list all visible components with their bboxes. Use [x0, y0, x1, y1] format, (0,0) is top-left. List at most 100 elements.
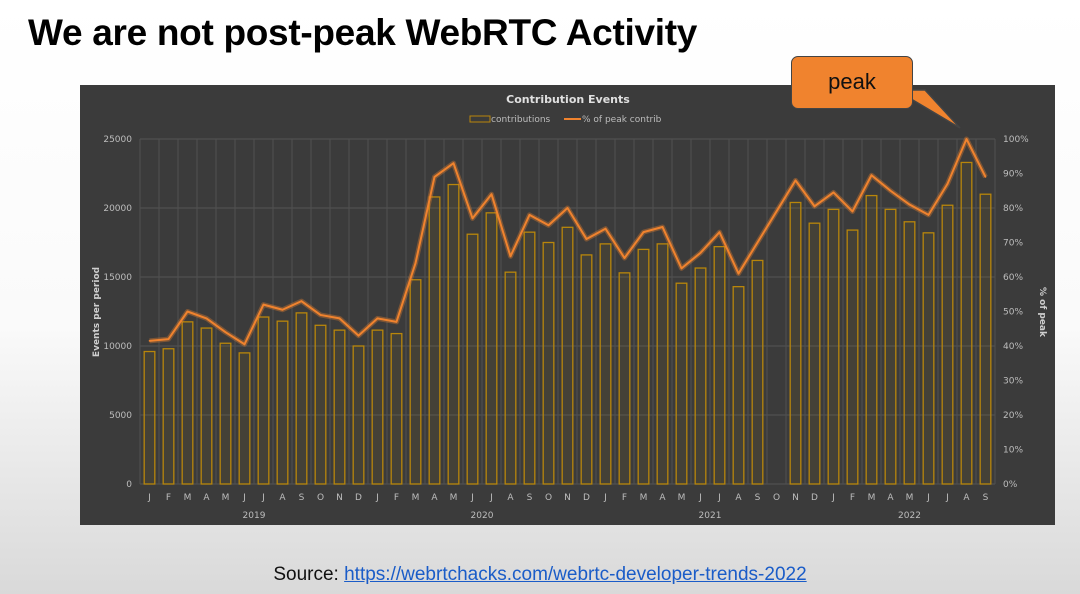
- x-tick-label: J: [242, 493, 246, 503]
- x-tick-label: J: [261, 493, 265, 503]
- x-tick-label: M: [222, 493, 230, 503]
- x-tick-label: N: [564, 493, 571, 503]
- line-point: [509, 255, 512, 258]
- line-point: [604, 227, 607, 230]
- bar-contributions: [504, 271, 517, 485]
- source-line: Source: https://webrtchacks.com/webrtc-d…: [0, 564, 1080, 586]
- bar-contributions: [580, 254, 593, 485]
- y-tick-label: 15000: [103, 273, 132, 283]
- x-tick-label: D: [355, 493, 362, 503]
- line-point: [433, 176, 436, 178]
- y-tick-label: 10000: [103, 342, 132, 352]
- line-point: [262, 303, 265, 306]
- line-point: [813, 205, 816, 208]
- x-year-label: 2020: [471, 511, 494, 521]
- bar-contributions: [827, 208, 840, 485]
- line-point: [319, 314, 322, 316]
- bar-contributions: [789, 201, 802, 485]
- line-point: [680, 267, 683, 270]
- line-point: [927, 214, 930, 216]
- x-tick-label: J: [831, 493, 835, 503]
- bar-contributions: [295, 312, 308, 485]
- x-year-label: 2022: [898, 511, 921, 521]
- bar-contributions: [143, 350, 156, 485]
- y2-tick-label: 10%: [1003, 446, 1023, 456]
- bar-contributions: [447, 183, 460, 485]
- x-tick-label: A: [887, 493, 894, 503]
- legend-label-contributions: contributions: [491, 115, 551, 125]
- y-axis-label: Events per period: [92, 267, 102, 357]
- legend: contributions % of peak contrib: [469, 115, 662, 125]
- x-tick-label: D: [583, 493, 590, 503]
- x-tick-label: A: [431, 493, 438, 503]
- x-tick-label: A: [659, 493, 666, 503]
- x-tick-label: A: [735, 493, 742, 503]
- y2-tick-label: 60%: [1003, 273, 1023, 283]
- bar-contributions: [599, 243, 612, 485]
- line-point: [946, 183, 949, 185]
- x-tick-label: S: [527, 493, 533, 503]
- source-label: Source:: [273, 564, 339, 585]
- line-point: [889, 189, 892, 192]
- chart-title: Contribution Events: [506, 93, 630, 106]
- bar-contributions: [466, 233, 479, 485]
- bar-contributions: [333, 329, 346, 485]
- slide-title: We are not post-peak WebRTC Activity: [28, 12, 698, 53]
- x-tick-label: J: [603, 493, 607, 503]
- y2-axis-label: % of peak: [1037, 287, 1047, 338]
- x-tick-label: O: [545, 493, 552, 503]
- x-tick-label: J: [945, 493, 949, 503]
- bar-contributions: [694, 267, 707, 485]
- bar-contributions: [618, 272, 631, 485]
- bar-contributions: [865, 194, 878, 485]
- line-point: [547, 224, 550, 227]
- x-tick-label: M: [640, 493, 648, 503]
- x-tick-label: F: [850, 493, 855, 503]
- legend-bar-swatch: [469, 115, 491, 123]
- x-tick-label: M: [868, 493, 876, 503]
- line-point: [566, 207, 569, 209]
- y2-tick-label: 30%: [1003, 377, 1023, 387]
- y2-tick-label: 20%: [1003, 411, 1023, 421]
- line-point: [699, 252, 702, 254]
- x-tick-label: J: [147, 493, 151, 503]
- bar-contributions: [352, 345, 365, 485]
- y2-tick-label: 80%: [1003, 204, 1023, 214]
- y-tick-label: 0: [126, 480, 132, 490]
- bar-contributions: [751, 259, 764, 485]
- x-tick-label: S: [755, 493, 761, 503]
- bar-contributions: [219, 342, 232, 485]
- y2-tick-label: 90%: [1003, 170, 1023, 180]
- line-point: [642, 231, 645, 233]
- bar-contributions: [884, 208, 897, 485]
- line-point: [376, 317, 379, 320]
- line-point: [414, 262, 417, 264]
- y2-tick-label: 0%: [1003, 480, 1018, 490]
- x-tick-label: O: [317, 493, 324, 503]
- line-point: [661, 226, 664, 228]
- x-tick-label: M: [678, 493, 686, 503]
- line-point: [167, 338, 170, 340]
- line-point: [718, 231, 721, 233]
- bar-contributions: [903, 221, 916, 485]
- x-tick-label: A: [203, 493, 210, 503]
- line-point: [794, 179, 797, 182]
- bar-contributions: [979, 193, 992, 485]
- source-link[interactable]: https://webrtchacks.com/webrtc-developer…: [344, 564, 807, 585]
- bar-contributions: [371, 329, 384, 485]
- line-point: [851, 210, 854, 213]
- x-tick-label: F: [394, 493, 399, 503]
- bar-contributions: [238, 352, 251, 485]
- bar-contributions: [846, 229, 859, 485]
- line-point: [300, 300, 303, 302]
- bar-contributions: [808, 222, 821, 485]
- bar-contributions: [713, 245, 726, 485]
- x-tick-label: J: [926, 493, 930, 503]
- line-point: [832, 191, 835, 194]
- bar-contributions: [732, 286, 745, 485]
- bar-contributions: [181, 321, 194, 485]
- bar-contributions: [675, 282, 688, 485]
- bar-contributions: [200, 327, 213, 485]
- line-point: [452, 162, 455, 164]
